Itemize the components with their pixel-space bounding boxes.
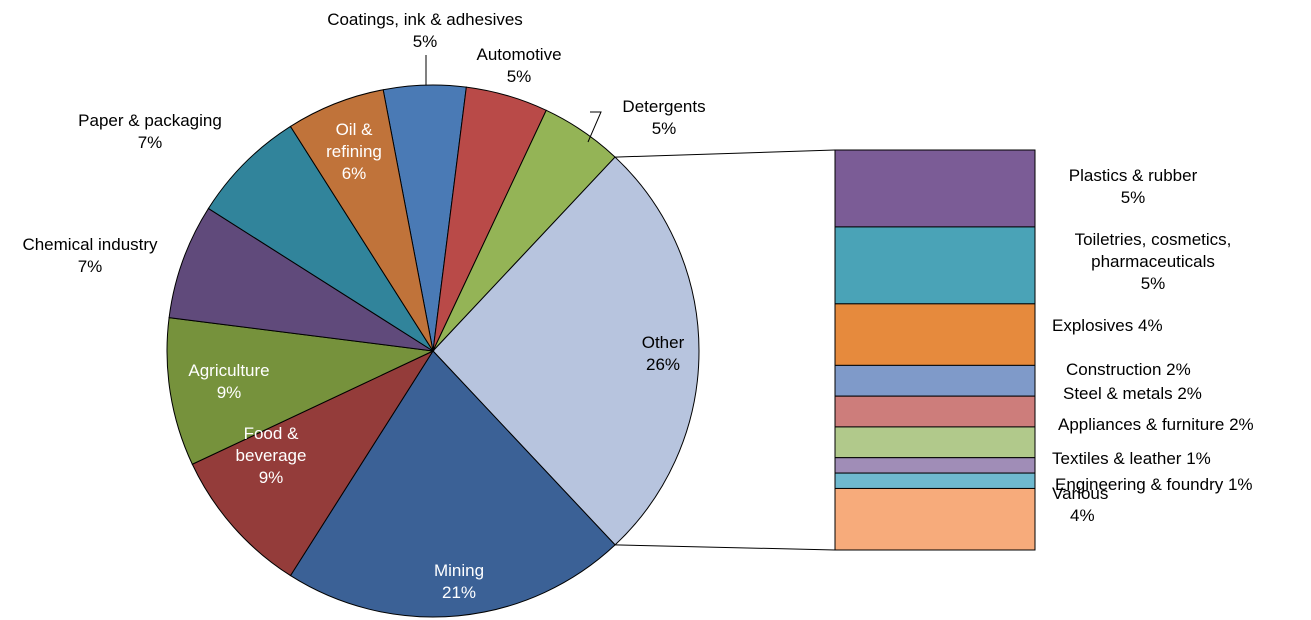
category-label: Paper & packaging [78,111,222,130]
pie-slice [432,156,700,546]
value-label: 5% [1120,188,1146,207]
bar-segment [834,364,1036,397]
bar-segment [834,457,1036,474]
connector-line [615,149,836,158]
category-label: Construction [1066,360,1162,379]
value-label: 5% [1140,274,1166,293]
value-label: 21% [441,583,477,602]
data-label: Paper & packaging 7% [78,110,222,154]
category-label: Other [641,333,685,352]
data-label: Agriculture 9% [188,360,269,404]
data-label: Plastics & rubber 5% [1069,165,1198,209]
data-label: Coatings, ink & adhesives 5% [327,9,523,53]
pie-slice [168,207,434,352]
data-label: Food & beverage 9% [221,423,321,489]
value-label: 4% [1070,506,1095,525]
pie-slice [207,125,434,352]
category-label: Food & beverage [235,424,307,465]
category-label: Appliances & furniture [1058,415,1225,434]
data-label: Oil & refining 6% [319,119,389,185]
value-label: 7% [137,133,163,152]
data-label: Steel & metals 2% [1063,383,1202,405]
data-label: Chemical industry 7% [22,234,157,278]
data-label: Mining 21% [434,560,484,604]
data-label: Explosives 4% [1052,315,1163,337]
category-label: Engineering & foundry [1055,475,1224,494]
data-label: Detergents 5% [622,96,705,140]
bar-segment [834,303,1036,366]
category-label: Agriculture [188,361,270,380]
category-label: Detergents [622,97,706,116]
data-label: Construction 2% [1066,359,1191,381]
value-label: 9% [258,468,284,487]
value-label: 2% [1177,384,1202,403]
pie-slice [289,350,616,618]
value-label: 9% [216,383,242,402]
value-label: 4% [1138,316,1163,335]
value-label: 7% [77,257,103,276]
bar-segment [834,226,1036,305]
data-label: Appliances & furniture 2% [1058,414,1254,436]
pie-slice [191,349,435,577]
category-label: Oil & refining [326,120,382,161]
connector-line [615,544,836,551]
category-label: Coatings, ink & adhesives [327,10,523,29]
bar-segment [834,149,1036,228]
pie-slice [289,89,434,352]
category-label: Chemical industry [22,235,158,254]
value-label: 2% [1166,360,1191,379]
leader-line [587,111,602,143]
value-label: 5% [412,32,438,51]
data-label: Various 4% [1052,483,1108,527]
bar-segment [834,395,1036,428]
data-label: Toiletries, cosmetics, pharmaceuticals 5% [1043,229,1263,295]
bar-segment [834,426,1036,459]
value-label: 1% [1227,475,1253,494]
category-label: Various [1052,484,1109,503]
category-label: Automotive [476,45,562,64]
category-label: Steel & metals [1063,384,1173,403]
value-label: 6% [341,164,367,183]
category-label: Textiles & leather [1052,449,1182,468]
category-label: Explosives [1052,316,1134,335]
bar-segment [834,487,1036,551]
bar-segment [834,472,1036,489]
value-label: 2% [1229,415,1254,434]
data-label: Textiles & leather 1% [1052,448,1211,470]
category-label: Mining [433,561,485,580]
value-label: 5% [506,67,532,86]
category-label: Toiletries, cosmetics, pharmaceuticals [1074,230,1232,271]
category-label: Plastics & rubber [1068,166,1198,185]
value-label: 1% [1186,449,1211,468]
data-label: Automotive 5% [476,44,561,88]
pie-slice [166,317,435,465]
data-label: Engineering & foundry 1% [1055,474,1253,496]
data-label: Other 26% [642,332,685,376]
value-label: 26% [645,355,681,374]
value-label: 5% [651,119,677,138]
